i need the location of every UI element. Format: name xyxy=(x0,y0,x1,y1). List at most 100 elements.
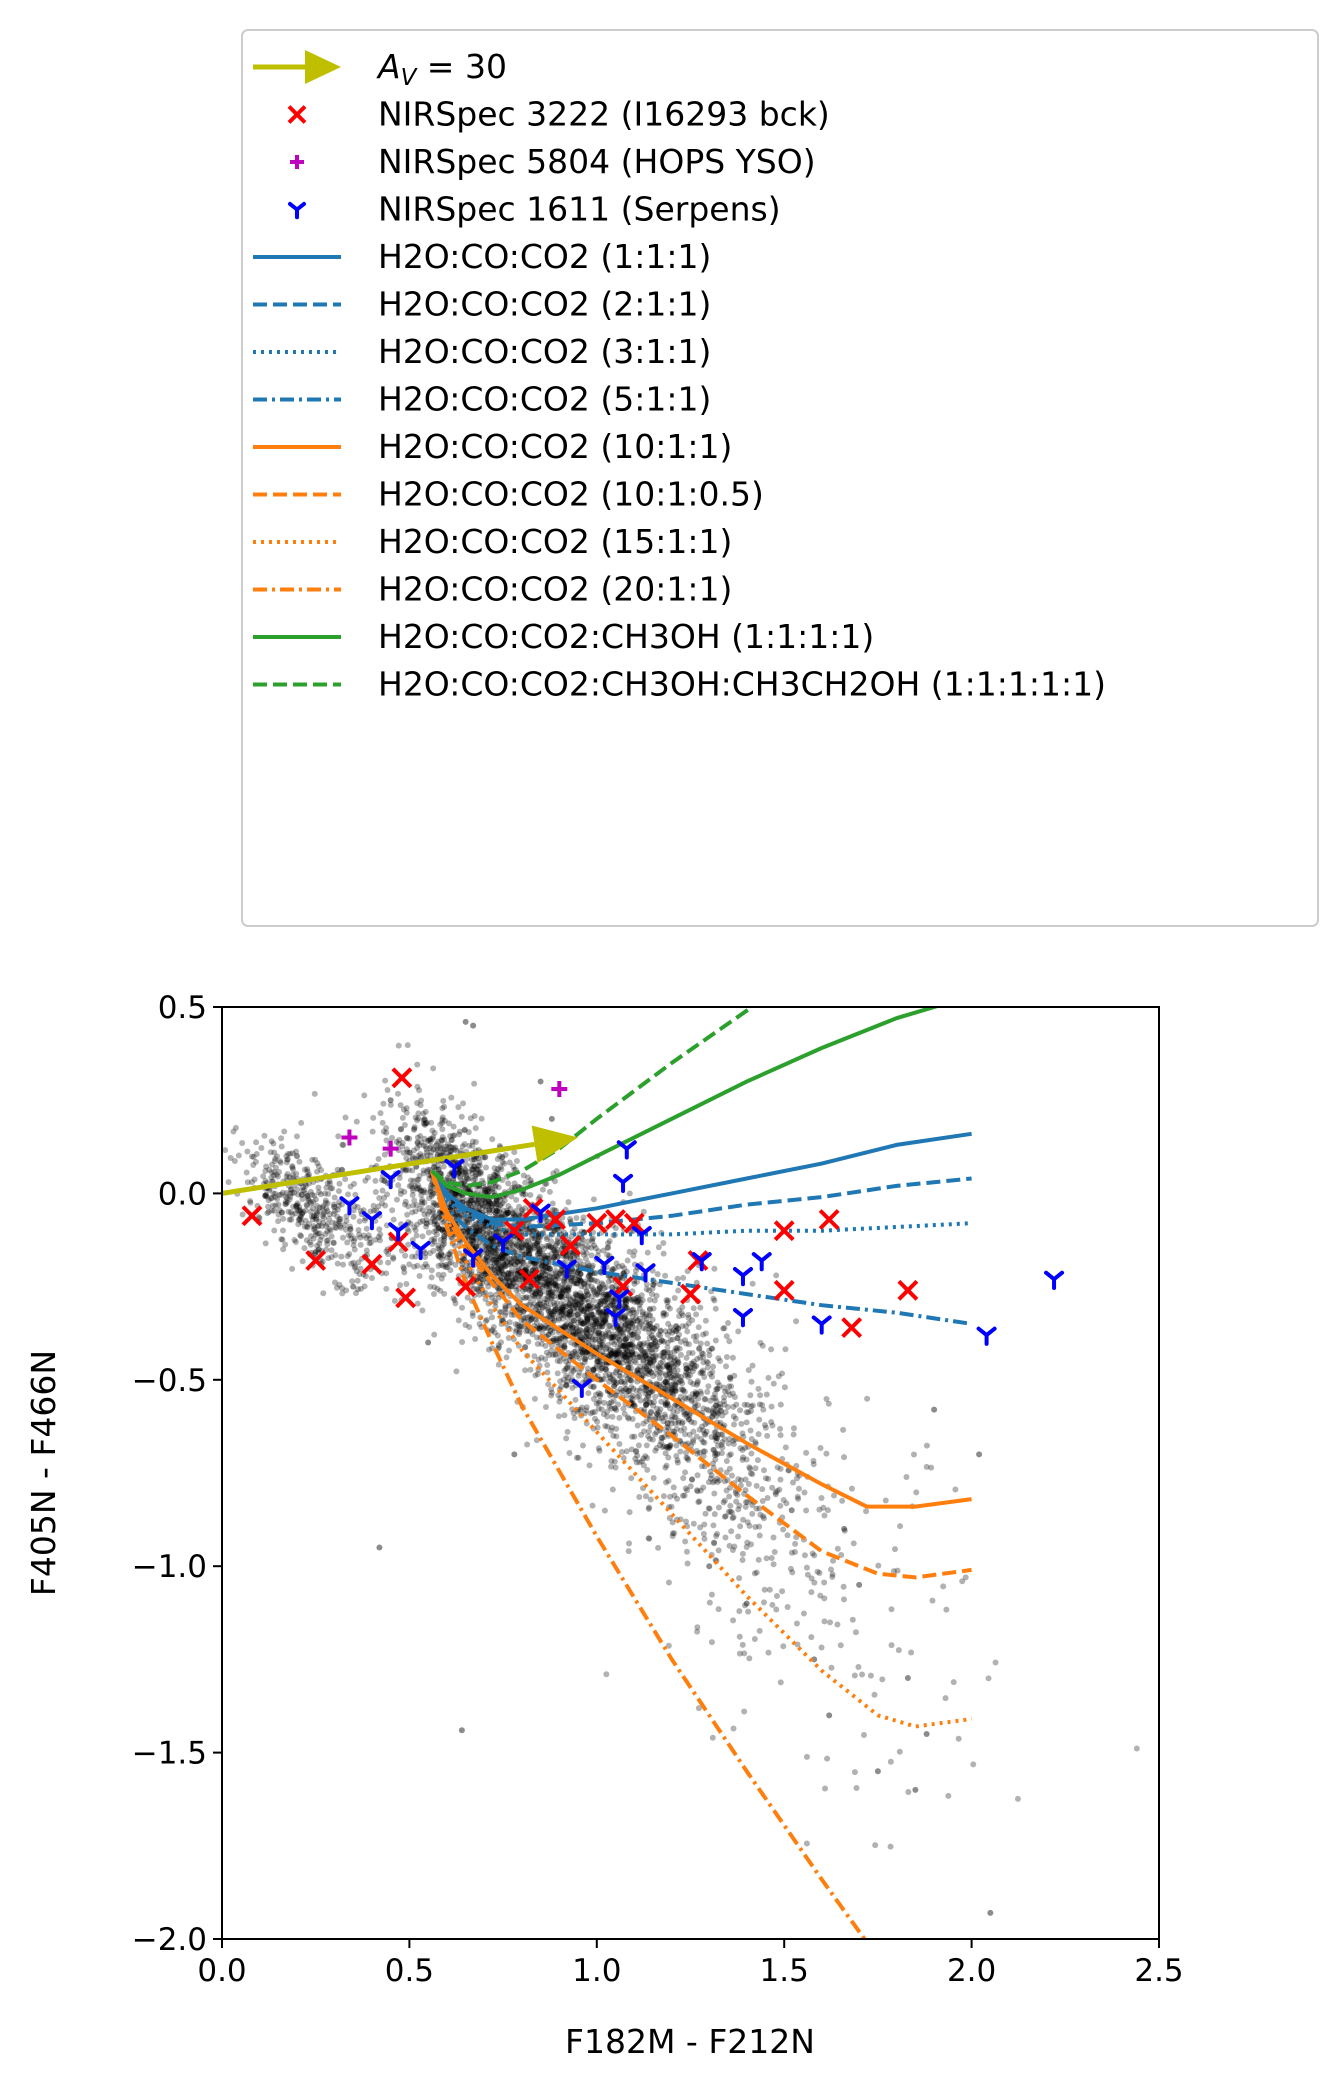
background-star-point xyxy=(645,1322,652,1329)
background-star-point xyxy=(721,1497,728,1504)
background-star-point xyxy=(626,1509,633,1516)
background-star-point xyxy=(818,1494,825,1501)
background-star-point xyxy=(837,1642,844,1649)
background-star-point xyxy=(585,1390,592,1397)
background-star-point xyxy=(442,1146,449,1153)
background-star-point xyxy=(711,1265,718,1272)
background-star-point xyxy=(840,1583,847,1590)
legend-vector-arrow-icon xyxy=(305,50,341,84)
background-star-point xyxy=(945,1792,952,1799)
background-star-point xyxy=(498,1255,505,1262)
background-star-point xyxy=(550,1293,557,1300)
background-star-point xyxy=(490,1256,497,1263)
background-star-point xyxy=(420,1142,427,1149)
background-star-point xyxy=(420,1264,427,1271)
background-star-point xyxy=(441,1290,448,1297)
y-tick-label: −1.5 xyxy=(132,1736,207,1772)
background-star-point xyxy=(596,1289,603,1296)
background-star-point xyxy=(739,1550,746,1557)
background-star-point xyxy=(584,1317,591,1324)
background-star-point xyxy=(469,1309,476,1316)
background-star-point xyxy=(523,1294,530,1301)
background-star-point xyxy=(970,1761,977,1768)
background-star-point xyxy=(493,1259,500,1266)
background-star-point xyxy=(502,1277,509,1284)
background-star-point xyxy=(552,1242,559,1249)
background-star-point xyxy=(492,1210,499,1217)
background-star-point xyxy=(430,1190,437,1197)
background-star-point xyxy=(583,1310,590,1317)
background-star-point xyxy=(702,1510,709,1517)
background-star-point xyxy=(709,1409,716,1416)
background-star-point xyxy=(629,1416,636,1423)
background-star-point xyxy=(455,1169,462,1176)
background-star-point xyxy=(955,1735,962,1742)
background-star-point xyxy=(553,1285,560,1292)
background-star-point xyxy=(860,1732,867,1739)
background-star-point xyxy=(581,1283,588,1290)
background-star-point xyxy=(823,1450,830,1457)
background-star-point xyxy=(663,1462,670,1469)
background-star-point xyxy=(426,1250,433,1257)
background-star-point xyxy=(567,1254,574,1261)
background-star-point xyxy=(736,1650,743,1657)
background-star-point xyxy=(551,1317,558,1324)
background-star-point xyxy=(737,1407,744,1414)
background-star-point xyxy=(755,1385,762,1392)
background-star-point xyxy=(765,1649,772,1656)
background-star-point xyxy=(546,1286,553,1293)
background-star-point xyxy=(430,1247,437,1254)
background-star-point xyxy=(399,1114,406,1121)
background-star-point xyxy=(383,1124,390,1131)
background-star-point xyxy=(826,1712,833,1719)
background-star-point xyxy=(324,1208,331,1215)
background-star-point xyxy=(425,1137,432,1144)
background-star-point xyxy=(600,1411,607,1418)
background-star-point xyxy=(590,1297,597,1304)
background-star-point xyxy=(459,1261,466,1268)
background-star-point xyxy=(496,1153,503,1160)
background-star-point xyxy=(635,1442,642,1449)
background-star-point xyxy=(402,1198,409,1205)
background-star-point xyxy=(558,1293,565,1300)
background-star-point xyxy=(510,1254,517,1261)
background-star-point xyxy=(680,1475,687,1482)
background-star-point xyxy=(561,1344,568,1351)
background-star-point xyxy=(379,1187,386,1194)
background-star-point xyxy=(727,1502,734,1509)
background-star-point xyxy=(381,1177,388,1184)
background-star-point xyxy=(482,1289,489,1296)
background-star-point xyxy=(412,1227,419,1234)
background-star-point xyxy=(817,1444,824,1451)
background-star-point xyxy=(577,1271,584,1278)
background-star-point xyxy=(683,1323,690,1330)
background-star-point xyxy=(730,1403,737,1410)
background-star-point xyxy=(510,1163,517,1170)
background-star-point xyxy=(712,1429,719,1436)
background-star-point xyxy=(303,1191,310,1198)
background-star-point xyxy=(528,1314,535,1321)
background-star-point xyxy=(795,1485,802,1492)
background-star-point xyxy=(282,1241,289,1248)
background-star-point xyxy=(632,1447,639,1454)
background-star-point xyxy=(512,1321,519,1328)
background-star-point xyxy=(476,1159,483,1166)
background-star-point xyxy=(682,1485,689,1492)
background-star-point xyxy=(761,1586,768,1593)
background-star-point xyxy=(557,1270,564,1277)
background-star-point xyxy=(735,1476,742,1483)
background-star-point xyxy=(694,1390,701,1397)
background-star-point xyxy=(631,1280,638,1287)
background-star-point xyxy=(436,1246,443,1253)
background-star-point xyxy=(420,1110,427,1117)
background-star-point xyxy=(489,1188,496,1195)
background-star-point xyxy=(743,1419,750,1426)
background-star-point xyxy=(754,1457,761,1464)
background-star-point xyxy=(671,1492,678,1499)
background-star-point xyxy=(596,1398,603,1405)
background-star-point xyxy=(458,1257,465,1264)
background-star-point xyxy=(503,1275,510,1282)
background-star-point xyxy=(478,1115,485,1122)
background-star-point xyxy=(456,1169,463,1176)
background-star-point xyxy=(715,1355,722,1362)
